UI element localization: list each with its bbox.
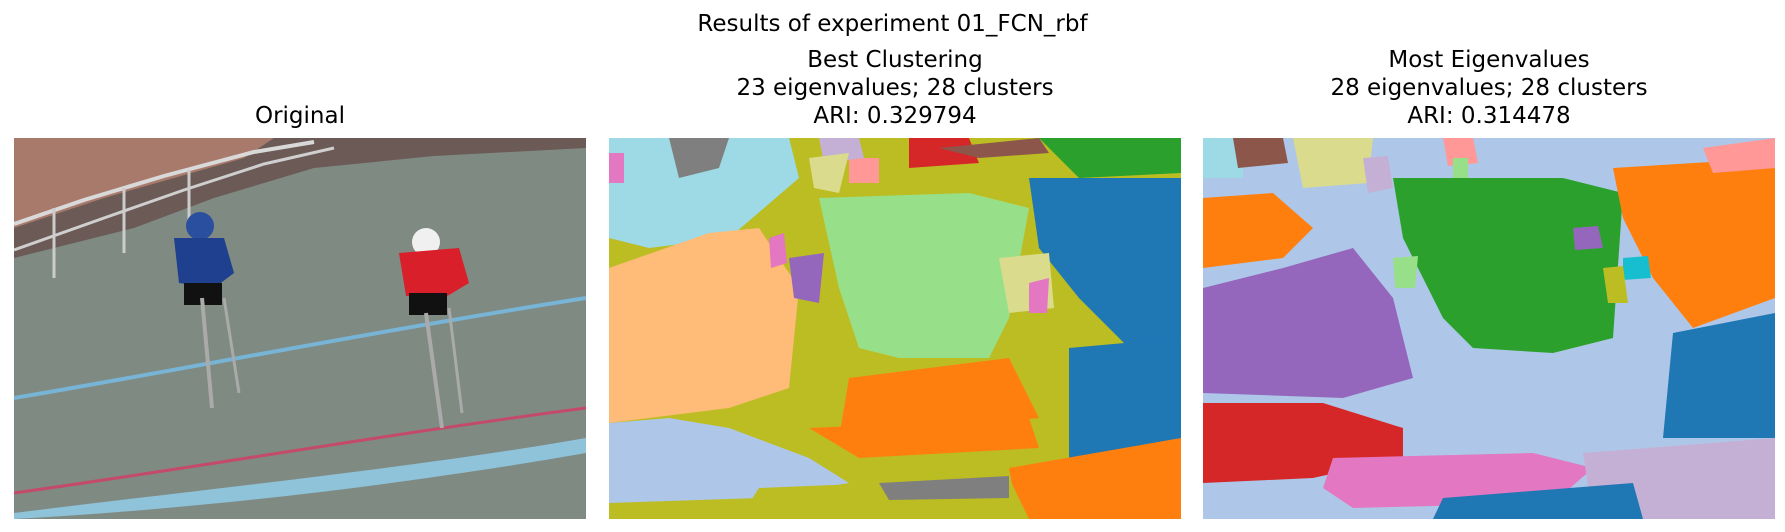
panel-title-best-line3: ARI: 0.329794 <box>813 103 977 129</box>
panel-title-most-line1: Most Eigenvalues <box>1388 47 1590 73</box>
panel-most-eigenvalues: Most Eigenvalues 28 eigenvalues; 28 clus… <box>1203 0 1775 532</box>
panel-title-best-line2: 23 eigenvalues; 28 clusters <box>736 75 1054 101</box>
panel-title-original: Original <box>254 103 345 129</box>
segmentation-map-most <box>1203 138 1775 519</box>
panel-title-most-line2: 28 eigenvalues; 28 clusters <box>1330 75 1648 101</box>
best-clustering-image <box>609 138 1181 519</box>
cycling-photo <box>14 138 586 519</box>
original-image <box>14 138 586 519</box>
panel-title-most-line3: ARI: 0.314478 <box>1407 103 1571 129</box>
segmentation-map-best <box>609 138 1181 519</box>
panel-best-clustering: Best Clustering 23 eigenvalues; 28 clust… <box>609 0 1181 532</box>
panel-title-best-line1: Best Clustering <box>807 47 983 73</box>
most-eigenvalues-image <box>1203 138 1775 519</box>
figure-suptitle: Results of experiment 01_FCN_rbf <box>697 11 1088 37</box>
panel-original: Original <box>14 0 586 532</box>
